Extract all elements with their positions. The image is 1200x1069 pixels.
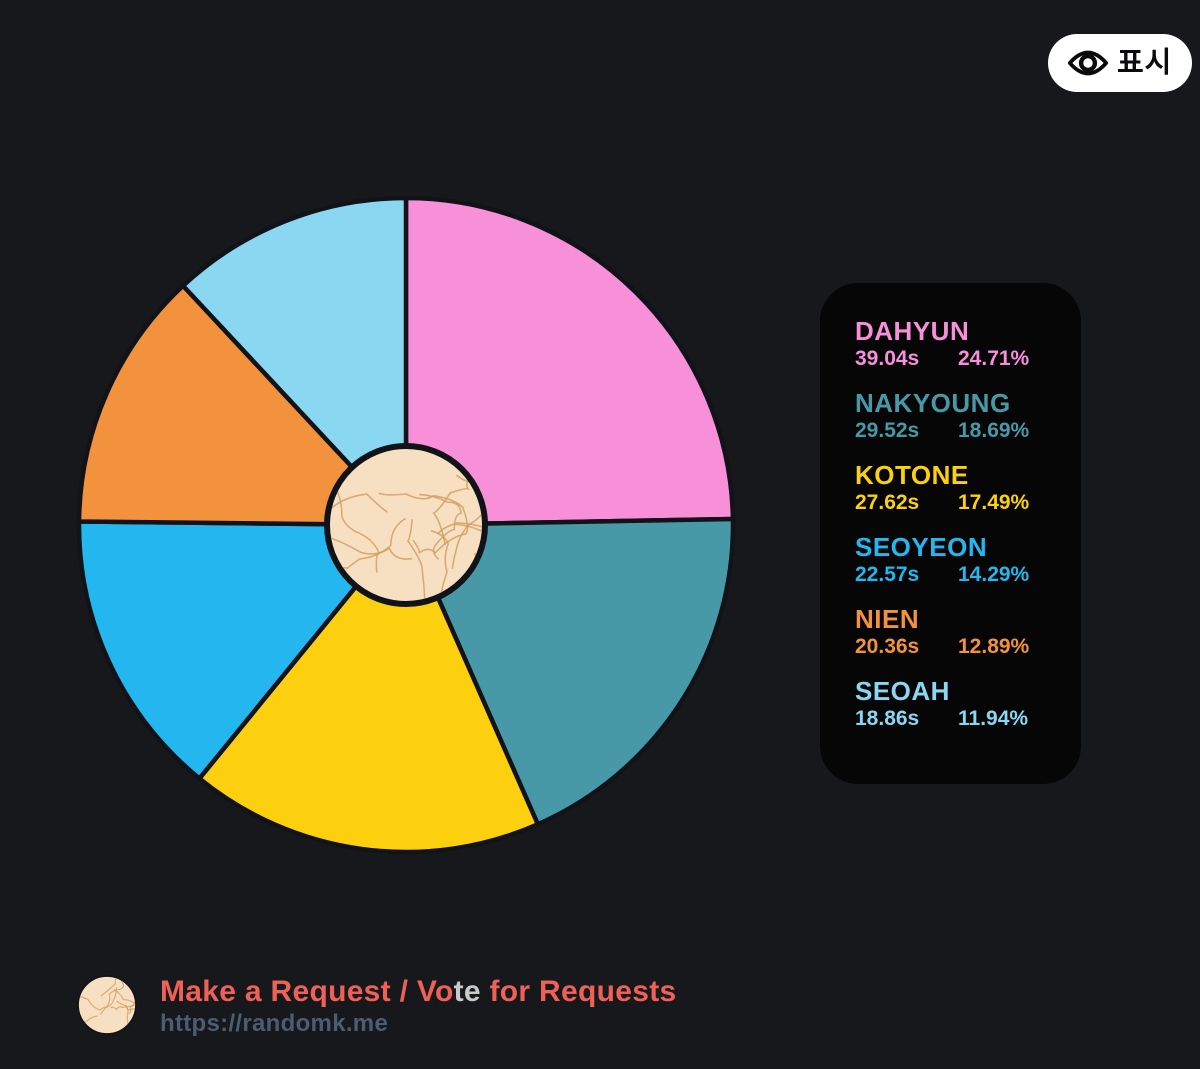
show-button[interactable]: 표시 xyxy=(1048,34,1193,92)
footer-title-segment: te xyxy=(453,975,481,1008)
footer-title: Make a Request / Vote for Requests xyxy=(160,975,676,1009)
site-avatar xyxy=(77,975,137,1035)
legend-entry-name: KOTONE xyxy=(855,460,969,490)
legend-entry-kotone: KOTONE 27.62s 17.49% xyxy=(855,460,1071,516)
pie-slice-nakyoung xyxy=(403,516,736,827)
legend-entry-percent: 17.49% xyxy=(958,491,1030,514)
pie-svg xyxy=(76,195,736,855)
legend-entry-name: DAHYUN xyxy=(855,316,970,346)
legend-entry-name: NAKYOUNG xyxy=(855,388,1011,418)
legend-list: DAHYUN 39.04s 24.71% NAKYOUNG 29.52s 18.… xyxy=(855,316,1071,732)
pie-slice-dahyun xyxy=(403,195,736,528)
show-button-label: 표시 xyxy=(1117,46,1173,79)
vote-pie-chart xyxy=(70,189,742,861)
legend-entry-time: 39.04s xyxy=(855,347,920,370)
legend-entry-name: NIEN xyxy=(855,604,920,634)
squiggle-texture xyxy=(78,976,136,1034)
pie-slice-nien xyxy=(76,283,409,528)
legend-entry-time: 20.36s xyxy=(855,635,920,658)
legend-entry-nakyoung: NAKYOUNG 29.52s 18.69% xyxy=(855,388,1071,444)
legend-entry-time: 29.52s xyxy=(855,419,920,442)
pie-slice-kotone xyxy=(197,522,541,855)
legend-entry-percent: 12.89% xyxy=(958,635,1030,658)
legend-entry-time: 18.86s xyxy=(855,707,920,730)
footer: Make a Request / Vote for Requests https… xyxy=(76,974,676,1038)
legend-entry-percent: 18.69% xyxy=(958,419,1030,442)
legend-entry-seoyeon: SEOYEON 22.57s 14.29% xyxy=(855,532,1071,588)
eye-icon xyxy=(1068,50,1108,76)
pie-slice-seoyeon xyxy=(76,519,409,781)
footer-title-segment: Make a Request / Vo xyxy=(160,975,454,1008)
textured-circle xyxy=(77,975,137,1035)
legend-entry-time: 27.62s xyxy=(855,491,920,514)
footer-title-segment: for Requests xyxy=(480,975,677,1008)
legend-entry-name: SEOYEON xyxy=(855,532,988,562)
legend-entry-percent: 24.71% xyxy=(958,347,1030,370)
footer-url-link[interactable]: https://randomk.me xyxy=(160,1010,389,1037)
legend-entry-percent: 14.29% xyxy=(958,563,1030,586)
pie-slice-seoah xyxy=(180,195,409,528)
legend-entry-name: SEOAH xyxy=(855,676,950,706)
legend-entry-time: 22.57s xyxy=(855,563,920,586)
legend-panel: DAHYUN 39.04s 24.71% NAKYOUNG 29.52s 18.… xyxy=(820,283,1081,784)
legend-entry-dahyun: DAHYUN 39.04s 24.71% xyxy=(855,316,1071,372)
legend-entry-seoah: SEOAH 18.86s 11.94% xyxy=(855,676,1071,732)
legend-entry-percent: 11.94% xyxy=(958,707,1029,730)
legend-entry-nien: NIEN 20.36s 12.89% xyxy=(855,604,1071,660)
